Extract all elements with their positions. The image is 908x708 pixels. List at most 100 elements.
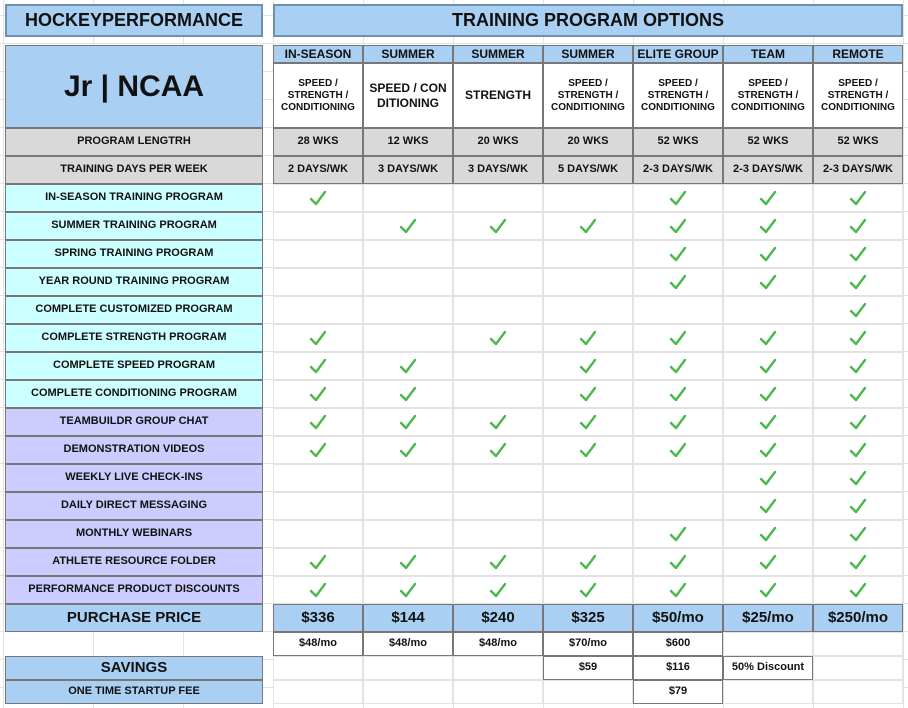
check (849, 442, 867, 458)
feature-label: SPRING TRAINING PROGRAM (5, 240, 263, 268)
feature-cell (543, 352, 633, 380)
check (399, 358, 417, 374)
feature-cell (813, 464, 903, 492)
feature-cell (723, 240, 813, 268)
check-path (579, 386, 597, 402)
check-path (759, 582, 777, 598)
check-path (669, 358, 687, 374)
feature-cell (273, 408, 363, 436)
savings (813, 656, 903, 680)
check-path (579, 218, 597, 234)
check (579, 582, 597, 598)
check-path (399, 386, 417, 402)
feature-label: ATHLETE RESOURCE FOLDER (5, 548, 263, 576)
check-path (489, 442, 507, 458)
check (399, 554, 417, 570)
program-price: $250/mo (813, 604, 903, 632)
feature-label: COMPLETE CONDITIONING PROGRAM (5, 380, 263, 408)
check (759, 190, 777, 206)
check (579, 414, 597, 430)
check (849, 386, 867, 402)
check-path (669, 386, 687, 402)
check-path (579, 330, 597, 346)
row-label: SAVINGS (5, 656, 263, 680)
feature-cell (543, 548, 633, 576)
program-length: 52 WKS (813, 128, 903, 156)
program-length: 20 WKS (453, 128, 543, 156)
feature-cell (813, 492, 903, 520)
feature-cell (363, 352, 453, 380)
price-note: $48/mo (453, 632, 543, 656)
check (489, 442, 507, 458)
feature-cell (363, 520, 453, 548)
feature-cell (273, 268, 363, 296)
feature-cell (813, 240, 903, 268)
feature-cell (543, 408, 633, 436)
feature-cell (363, 240, 453, 268)
feature-cell (813, 184, 903, 212)
price-note: $48/mo (273, 632, 363, 656)
feature-cell (363, 464, 453, 492)
check-path (309, 442, 327, 458)
feature-cell (543, 268, 633, 296)
check (579, 358, 597, 374)
check (759, 498, 777, 514)
feature-cell (723, 520, 813, 548)
check (669, 218, 687, 234)
program-days: 2-3 DAYS/WK (723, 156, 813, 184)
feature-cell (723, 324, 813, 352)
check (669, 414, 687, 430)
feature-cell (273, 296, 363, 324)
feature-cell (723, 296, 813, 324)
check-path (669, 554, 687, 570)
feature-cell (723, 548, 813, 576)
check-path (759, 330, 777, 346)
check (309, 358, 327, 374)
price-note (813, 632, 903, 656)
price-note: $48/mo (363, 632, 453, 656)
check-path (849, 386, 867, 402)
check (309, 582, 327, 598)
check-path (849, 498, 867, 514)
check (759, 582, 777, 598)
check (759, 218, 777, 234)
check (579, 218, 597, 234)
feature-cell (723, 212, 813, 240)
check (579, 330, 597, 346)
check-path (759, 274, 777, 290)
feature-cell (363, 324, 453, 352)
feature-cell (813, 548, 903, 576)
feature-label: IN-SEASON TRAINING PROGRAM (5, 184, 263, 212)
feature-cell (723, 408, 813, 436)
row-label: PROGRAM LENGTRH (5, 128, 263, 156)
check-path (399, 218, 417, 234)
program-days: 3 DAYS/WK (363, 156, 453, 184)
row-label: ONE TIME STARTUP FEE (5, 680, 263, 704)
check-path (309, 554, 327, 570)
feature-cell (273, 212, 363, 240)
feature-cell (453, 268, 543, 296)
check-path (579, 358, 597, 374)
check (669, 274, 687, 290)
feature-cell (723, 184, 813, 212)
check-path (489, 582, 507, 598)
check (849, 498, 867, 514)
check (849, 582, 867, 598)
check-path (759, 414, 777, 430)
feature-cell (273, 240, 363, 268)
startup-fee (543, 680, 633, 704)
savings: $116 (633, 656, 723, 680)
feature-label: TEAMBUILDR GROUP CHAT (5, 408, 263, 436)
program-focus: SPEED / STRENGTH / CONDITIONING (813, 63, 903, 128)
program-days: 5 DAYS/WK (543, 156, 633, 184)
startup-fee: $79 (633, 680, 723, 704)
feature-cell (453, 408, 543, 436)
feature-cell (813, 296, 903, 324)
feature-cell (453, 548, 543, 576)
price-note: $600 (633, 632, 723, 656)
check-path (849, 190, 867, 206)
check-path (759, 470, 777, 486)
program-price: $325 (543, 604, 633, 632)
feature-cell (633, 184, 723, 212)
check-path (849, 526, 867, 542)
